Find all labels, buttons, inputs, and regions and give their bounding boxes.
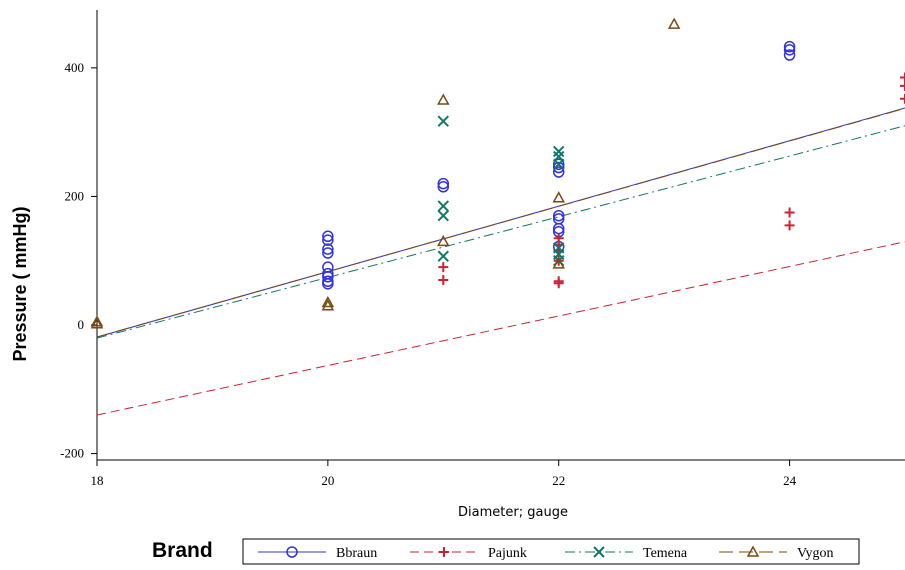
y-tick-label: 0 xyxy=(78,317,85,332)
data-point-pajunk xyxy=(900,93,905,104)
data-point-bbraun xyxy=(552,158,565,171)
data-point-pajunk xyxy=(438,262,449,273)
data-point-bbraun xyxy=(552,166,565,178)
data-point-bbraun xyxy=(552,209,565,222)
legend-marker-vygon xyxy=(746,545,760,557)
y-tick-label: 200 xyxy=(65,188,85,203)
data-point-pajunk xyxy=(438,275,449,285)
legend-label-bbraun: Bbraun xyxy=(336,546,377,561)
x-tick-label: 20 xyxy=(321,473,334,488)
data-point-vygon xyxy=(90,315,104,327)
data-point-temena xyxy=(437,115,449,127)
legend-label-pajunk: Pajunk xyxy=(488,546,527,561)
data-point-vygon xyxy=(667,17,681,29)
data-point-bbraun xyxy=(322,243,334,255)
x-tick-label: 18 xyxy=(91,473,104,488)
legend-marker-pajunk xyxy=(439,547,449,557)
data-point-bbraun xyxy=(322,278,334,290)
data-point-temena xyxy=(437,200,449,212)
data-point-temena xyxy=(553,158,565,170)
data-point-vygon xyxy=(321,299,335,311)
fit-line-bbraun xyxy=(96,107,905,338)
data-point-bbraun xyxy=(552,161,565,174)
x-axis-title: Diameter; gauge xyxy=(458,505,568,520)
data-point-vygon xyxy=(437,234,450,247)
data-point-pajunk xyxy=(553,278,564,289)
data-point-pajunk xyxy=(900,80,905,91)
legend: Bbraun Pajunk Temena Vygon xyxy=(242,538,860,565)
legend-title: Brand xyxy=(152,539,213,562)
data-point-bbraun xyxy=(437,177,450,190)
y-axis-title: Pressure ( mmHg) xyxy=(10,206,30,361)
data-point-bbraun xyxy=(322,230,334,243)
x-tick-label: 22 xyxy=(552,473,565,488)
data-point-bbraun xyxy=(783,49,796,61)
data-point-pajunk xyxy=(900,72,905,83)
data-point-bbraun xyxy=(322,234,334,246)
data-points xyxy=(90,17,905,329)
data-point-vygon xyxy=(90,317,104,329)
data-point-bbraun xyxy=(783,44,796,56)
data-point-bbraun xyxy=(437,181,450,193)
data-point-vygon xyxy=(437,93,450,105)
data-point-temena xyxy=(437,210,449,222)
data-point-vygon xyxy=(552,191,565,203)
legend-label-temena: Temena xyxy=(643,546,688,561)
data-point-temena xyxy=(553,145,565,158)
legend-marker-bbraun xyxy=(286,546,298,558)
data-point-bbraun xyxy=(322,271,334,283)
legend-label-vygon: Vygon xyxy=(797,546,834,561)
data-point-vygon xyxy=(552,257,565,269)
fit-line-pajunk xyxy=(96,241,905,416)
data-point-pajunk xyxy=(784,207,795,218)
axes: 18 20 22 24 -200 0 200 400 xyxy=(60,10,905,488)
data-point-temena xyxy=(437,250,449,262)
data-point-pajunk xyxy=(784,220,795,231)
data-point-vygon xyxy=(321,295,335,308)
data-point-bbraun xyxy=(322,247,334,259)
y-tick-label: -200 xyxy=(60,446,84,461)
x-tick-label: 24 xyxy=(783,473,797,488)
legend-marker-temena xyxy=(593,546,605,558)
fit-line-temena xyxy=(96,125,905,339)
data-point-bbraun xyxy=(783,40,796,53)
fit-lines xyxy=(96,107,905,416)
y-tick-label: 400 xyxy=(65,60,85,75)
